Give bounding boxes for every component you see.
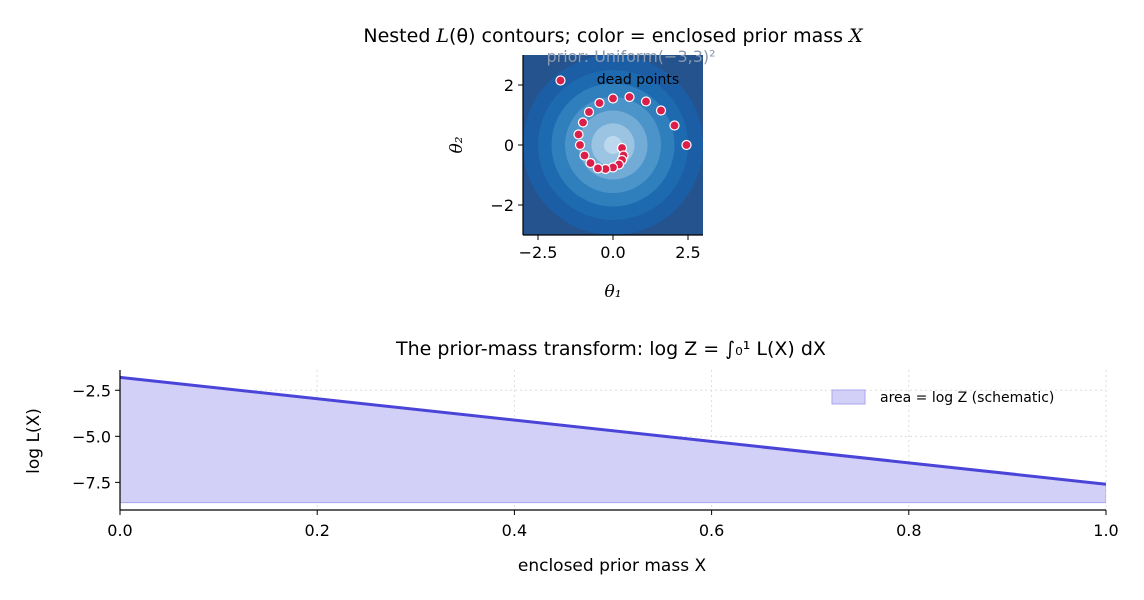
dead-point (655, 105, 667, 116)
dead-points (555, 75, 692, 175)
dead-point (592, 163, 604, 174)
dead-point (594, 97, 605, 109)
bottom-y-tick-label: −5.0 (72, 427, 111, 446)
bottom-x-tick-label: 0.8 (896, 521, 921, 540)
dead-point (585, 157, 596, 169)
dead-point (583, 106, 595, 118)
legend: area = log Z (schematic) (831, 389, 1054, 406)
top-title-part-3: (θ) contours; color = enclosed prior mas… (449, 25, 849, 47)
top-x-tick-label: 2.5 (675, 243, 700, 262)
top-y-tick-label: 2 (504, 76, 514, 95)
top-y-tick-label: 0 (504, 136, 514, 155)
dead-point (555, 75, 566, 86)
bottom-chart-title: The prior-mass transform: log Z = ∫₀¹ L(… (395, 338, 826, 360)
bottom-y-tick-label: −2.5 (72, 381, 111, 400)
dead-point (573, 129, 584, 140)
bottom-title-text: The prior-mass transform: log Z = ∫₀¹ L(… (395, 338, 826, 360)
top-x-tick-label: 0.0 (600, 243, 625, 262)
top-x-ticks: −2.5 0.0 2.5 (519, 235, 701, 262)
dead-point (624, 91, 635, 103)
top-x-tick-label: −2.5 (519, 243, 558, 262)
dead-point (607, 93, 619, 104)
log-likelihood-curve (120, 375, 1106, 486)
top-y-tick-label: −2 (490, 196, 514, 215)
bottom-y-axis-label: log L(X) (24, 408, 44, 474)
dead-point (579, 150, 590, 161)
bottom-y-ticks: −2.5 −5.0 −7.5 (72, 381, 120, 492)
top-y-axis-label: θ₂ (447, 136, 467, 153)
bottom-x-tick-label: 0.2 (304, 521, 329, 540)
top-title-part-2: L (435, 25, 449, 47)
bottom-y-tick-label: −7.5 (72, 473, 111, 492)
top-title-part-1: Nested (363, 25, 436, 47)
dead-point (681, 139, 692, 151)
bottom-x-tick-label: 0.0 (107, 521, 132, 540)
bottom-x-tick-label: 1.0 (1093, 521, 1118, 540)
dead-points-annotation: dead points (597, 72, 679, 88)
dead-point (577, 117, 589, 128)
bottom-x-tick-label: 0.6 (699, 521, 724, 540)
bottom-x-tick-label: 0.4 (502, 521, 527, 540)
top-title-part-4: X (847, 25, 864, 47)
bottom-x-axis-label: enclosed prior mass X (518, 556, 707, 576)
legend-swatch (831, 389, 866, 405)
contour-fill-layers (523, 55, 703, 235)
legend-label: area = log Z (schematic) (880, 390, 1054, 406)
dead-point (640, 96, 652, 107)
bottom-panel: The prior-mass transform: log Z = ∫₀¹ L(… (24, 338, 1119, 576)
top-y-ticks: −2 0 2 (490, 76, 523, 215)
bottom-x-ticks: 0.0 0.2 0.4 0.6 0.8 1.0 (107, 510, 1119, 540)
prior-annotation: prior: Uniform(−3,3)² (546, 47, 715, 66)
dead-point (669, 120, 680, 131)
top-x-axis-label: θ₁ (604, 282, 621, 302)
top-panel: Nested L(θ) contours; color = enclosed p… (363, 25, 864, 302)
top-chart-title: Nested L(θ) contours; color = enclosed p… (363, 25, 864, 47)
dead-point (574, 139, 586, 151)
